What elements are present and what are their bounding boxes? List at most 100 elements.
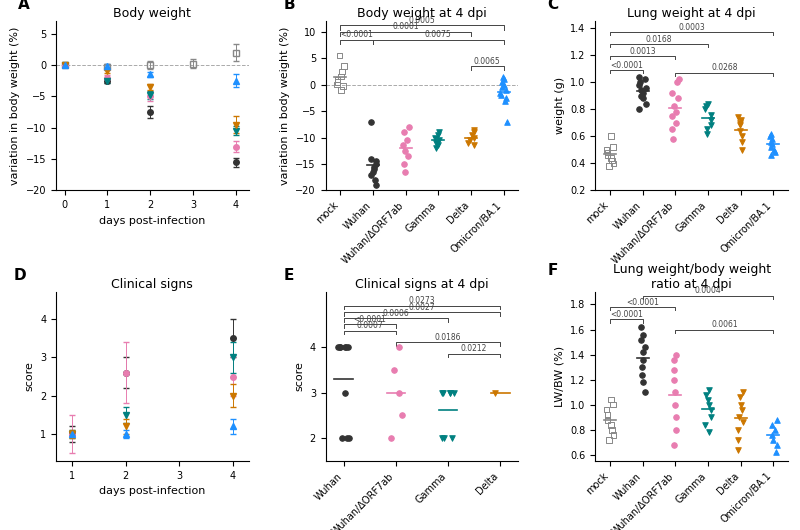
Point (333, 51, 346, 60)
Point (365, 154, 378, 163)
Point (462, 138, 474, 147)
Point (732, 413, 745, 421)
Point (734, 116, 747, 124)
Point (600, 146, 613, 154)
Point (437, 388, 450, 397)
Point (638, 75, 651, 84)
Point (702, 100, 714, 108)
Point (604, 395, 617, 404)
Text: <0.0001: <0.0001 (340, 30, 373, 39)
Text: <0.0001: <0.0001 (610, 310, 642, 319)
Point (606, 143, 619, 152)
Point (734, 121, 746, 130)
Point (764, 151, 777, 160)
Point (438, 434, 451, 443)
Point (601, 416, 614, 424)
Point (401, 136, 414, 144)
Point (392, 342, 405, 351)
Point (736, 132, 749, 140)
Point (403, 123, 416, 131)
Point (702, 428, 715, 437)
Point (432, 128, 445, 136)
Point (637, 378, 650, 386)
Point (667, 102, 680, 111)
Text: 0.0004: 0.0004 (694, 286, 722, 295)
Point (602, 436, 615, 444)
Y-axis label: weight (g): weight (g) (554, 77, 565, 135)
Point (365, 118, 378, 126)
Point (669, 350, 682, 359)
Point (337, 82, 350, 91)
Point (385, 434, 398, 443)
Text: 0.0168: 0.0168 (646, 35, 672, 44)
Title: Lung weight at 4 dpi: Lung weight at 4 dpi (627, 7, 756, 20)
Point (606, 401, 619, 409)
Point (370, 157, 382, 165)
Text: 0.0268: 0.0268 (711, 63, 738, 72)
Point (770, 440, 783, 449)
Point (735, 137, 748, 146)
Title: Clinical signs: Clinical signs (111, 278, 193, 291)
Point (766, 140, 778, 148)
Point (666, 112, 678, 120)
Point (364, 170, 377, 179)
Text: 0.0186: 0.0186 (435, 333, 462, 342)
Point (332, 342, 345, 351)
Text: 0.0003: 0.0003 (678, 23, 705, 32)
Point (338, 388, 351, 397)
Point (668, 440, 681, 449)
Point (399, 167, 412, 176)
Point (766, 436, 779, 444)
Title: Body weight: Body weight (114, 7, 191, 20)
Point (331, 75, 344, 84)
Point (489, 388, 502, 397)
Text: 0.0212: 0.0212 (461, 344, 487, 354)
Point (369, 175, 382, 184)
Point (338, 62, 350, 70)
Text: C: C (547, 0, 558, 12)
Point (698, 105, 711, 113)
Point (767, 146, 780, 154)
Point (667, 355, 680, 364)
Text: <0.0001: <0.0001 (626, 298, 659, 307)
Point (342, 342, 355, 351)
Text: B: B (283, 0, 295, 12)
Point (443, 388, 456, 397)
Point (766, 430, 778, 439)
Point (340, 434, 353, 443)
Point (436, 388, 449, 397)
Point (495, 78, 508, 86)
Point (766, 135, 778, 143)
Point (670, 119, 682, 127)
Point (340, 342, 353, 351)
Point (606, 426, 618, 434)
Point (334, 73, 347, 81)
Point (443, 388, 456, 397)
Point (333, 342, 346, 351)
Point (370, 181, 382, 189)
Text: F: F (547, 263, 558, 278)
Point (735, 405, 748, 414)
Point (398, 160, 410, 168)
Text: 0.0006: 0.0006 (382, 308, 410, 317)
Point (705, 405, 718, 414)
Point (634, 335, 647, 344)
Text: <0.0001: <0.0001 (610, 60, 642, 69)
Point (601, 411, 614, 419)
Point (330, 81, 343, 89)
Point (498, 75, 510, 84)
Y-axis label: score: score (25, 361, 34, 392)
Point (670, 78, 683, 86)
Point (633, 73, 646, 81)
Point (705, 121, 718, 130)
Point (737, 388, 750, 396)
Point (634, 78, 646, 86)
Point (602, 162, 615, 170)
Text: 0.0273: 0.0273 (409, 296, 435, 305)
Point (636, 94, 649, 103)
Point (702, 385, 715, 394)
Point (701, 129, 714, 138)
Point (343, 434, 356, 443)
Point (667, 135, 680, 143)
Point (669, 401, 682, 409)
